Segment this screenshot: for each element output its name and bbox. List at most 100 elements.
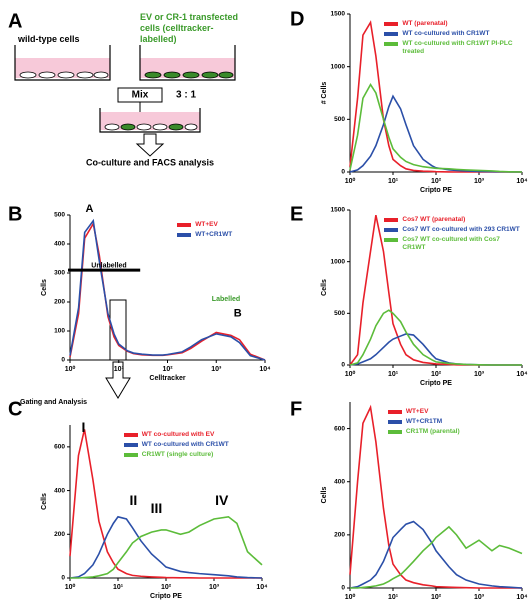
x-tick-label: 10³ [209, 584, 220, 591]
legend-swatch [387, 430, 402, 434]
dish-wall [99, 108, 201, 133]
legend-label: Cos7 WT co-cultured with Cos7 CR1WT [402, 236, 500, 251]
legend-label: Cos7 WT co-cultured with 293 CR1WT [402, 226, 520, 233]
annotation: B [234, 308, 242, 320]
arrow [135, 133, 165, 157]
annotation: A [86, 203, 94, 215]
legend-item: WT (parenatal) [384, 20, 520, 28]
x-tick-label: 10¹ [113, 584, 124, 591]
legend-label: WT co-cultured with CR1WT [141, 441, 229, 448]
y-tick-label: 200 [54, 531, 65, 538]
legend-label: CR1WT (single culture) [141, 451, 214, 458]
x-tick-label: 10² [431, 178, 442, 185]
dish-wall [139, 45, 236, 81]
left-label: wild-type cells [18, 34, 80, 44]
legend-item: WT+CR1WT [177, 231, 263, 239]
legend-label: Cos7 WT (parenatal) [402, 216, 466, 223]
y-tick-label: 0 [341, 585, 345, 592]
legend-swatch [387, 410, 402, 414]
y-tick-label: 0 [61, 575, 65, 582]
series-line [349, 333, 522, 366]
y-tick-label: 1500 [331, 11, 346, 18]
x-tick-label: 10¹ [388, 371, 399, 378]
x-tick-label: 10¹ [388, 178, 399, 185]
legend-label: WT co-cultured with CR1WT [402, 30, 490, 37]
y-tick-label: 600 [54, 444, 65, 451]
panel-label: D [290, 8, 304, 30]
y-tick-label: 200 [54, 299, 65, 306]
x-tick-label: 10⁰ [345, 177, 356, 185]
legend-swatch [123, 453, 138, 457]
x-tick-label: 10⁰ [65, 365, 76, 373]
legend-swatch [384, 22, 399, 26]
y-tick-label: 300 [54, 270, 65, 277]
y-axis-label: Cells [321, 487, 328, 504]
legend-label: WT+CR1TM [405, 418, 443, 425]
legend-swatch [387, 420, 402, 424]
legend-item: WT co-cultured with CR1WT [123, 441, 260, 449]
legend-item: WT co-cultured with EV [123, 431, 260, 439]
ratio-label: 3 : 1 [176, 90, 196, 101]
dish-right [139, 45, 236, 81]
y-axis-label: # Cells [321, 82, 328, 105]
legend-label: WT+EV [195, 221, 218, 228]
y-tick-label: 0 [61, 357, 65, 364]
x-tick-label: 10² [431, 371, 442, 378]
annotation: I [81, 419, 85, 435]
x-tick-label: 10¹ [114, 366, 125, 373]
annotation: II [129, 492, 137, 508]
panel-label: F [290, 398, 302, 420]
series-line [349, 83, 523, 173]
x-tick-label: 10⁰ [345, 370, 356, 378]
annotation: Labelled [212, 296, 240, 303]
x-tick-label: 10³ [474, 178, 485, 185]
legend-item: CR1WT (single culture) [123, 451, 260, 459]
series-line [349, 309, 522, 366]
x-tick-label: 10⁰ [345, 593, 356, 600]
series-line [70, 515, 263, 579]
y-tick-label: 1000 [331, 63, 346, 70]
x-tick-label: 10² [431, 594, 442, 600]
right-label: EV or CR-1 transfected cells (celltracke… [140, 12, 239, 44]
dish-wall [14, 45, 111, 81]
annotation: III [151, 500, 163, 516]
legend-swatch [177, 233, 192, 237]
x-tick-label: 10⁴ [259, 366, 271, 373]
x-axis-label: Cripto PE [150, 593, 182, 600]
series-line [69, 515, 263, 579]
arrow [105, 361, 131, 399]
legend-swatch [384, 238, 399, 242]
annotation: Unlabelled [91, 263, 126, 270]
y-tick-label: 500 [334, 310, 345, 317]
caption: Co-culture and FACS analysis [86, 157, 214, 167]
legend-item: Cos7 WT co-cultured with Cos7 CR1WT [384, 236, 520, 252]
legend: WT (parenatal) WT co-cultured with CR1WT W… [384, 20, 520, 58]
legend-swatch [123, 433, 138, 437]
legend-swatch [384, 42, 399, 46]
legend-item: WT co-cultured with CR1WT PI-PLC treated [384, 40, 520, 56]
legend-label: WT (parenatal) [402, 20, 448, 27]
legend: Cos7 WT (parenatal) Cos7 WT co-cultured w… [384, 216, 520, 254]
x-tick-label: 10⁰ [65, 583, 76, 591]
x-tick-label: 10³ [474, 594, 485, 600]
legend-label: WT+EV [405, 408, 429, 415]
panel-label: E [290, 203, 303, 225]
x-tick-label: 10³ [474, 371, 485, 378]
series-line [349, 520, 523, 589]
series-line [69, 218, 266, 361]
y-axis-label: Cells [321, 279, 328, 296]
legend-item: Cos7 WT (parenatal) [384, 216, 520, 224]
y-tick-label: 500 [54, 212, 65, 219]
legend: WT co-cultured with EV WT co-cultured wit… [123, 431, 260, 461]
legend-item: WT+EV [177, 221, 263, 229]
y-axis-label: Cells [41, 493, 48, 510]
series-line [349, 94, 523, 173]
legend: WT+EV WT+CR1TM CR1TM (parental) [387, 408, 520, 438]
x-tick-label: 10⁴ [516, 178, 528, 185]
legend-label: CR1TM (parental) [405, 428, 460, 435]
legend: WT+EV WT+CR1WT [177, 221, 263, 241]
x-tick-label: 10² [161, 584, 172, 591]
y-tick-label: 1500 [331, 207, 346, 214]
